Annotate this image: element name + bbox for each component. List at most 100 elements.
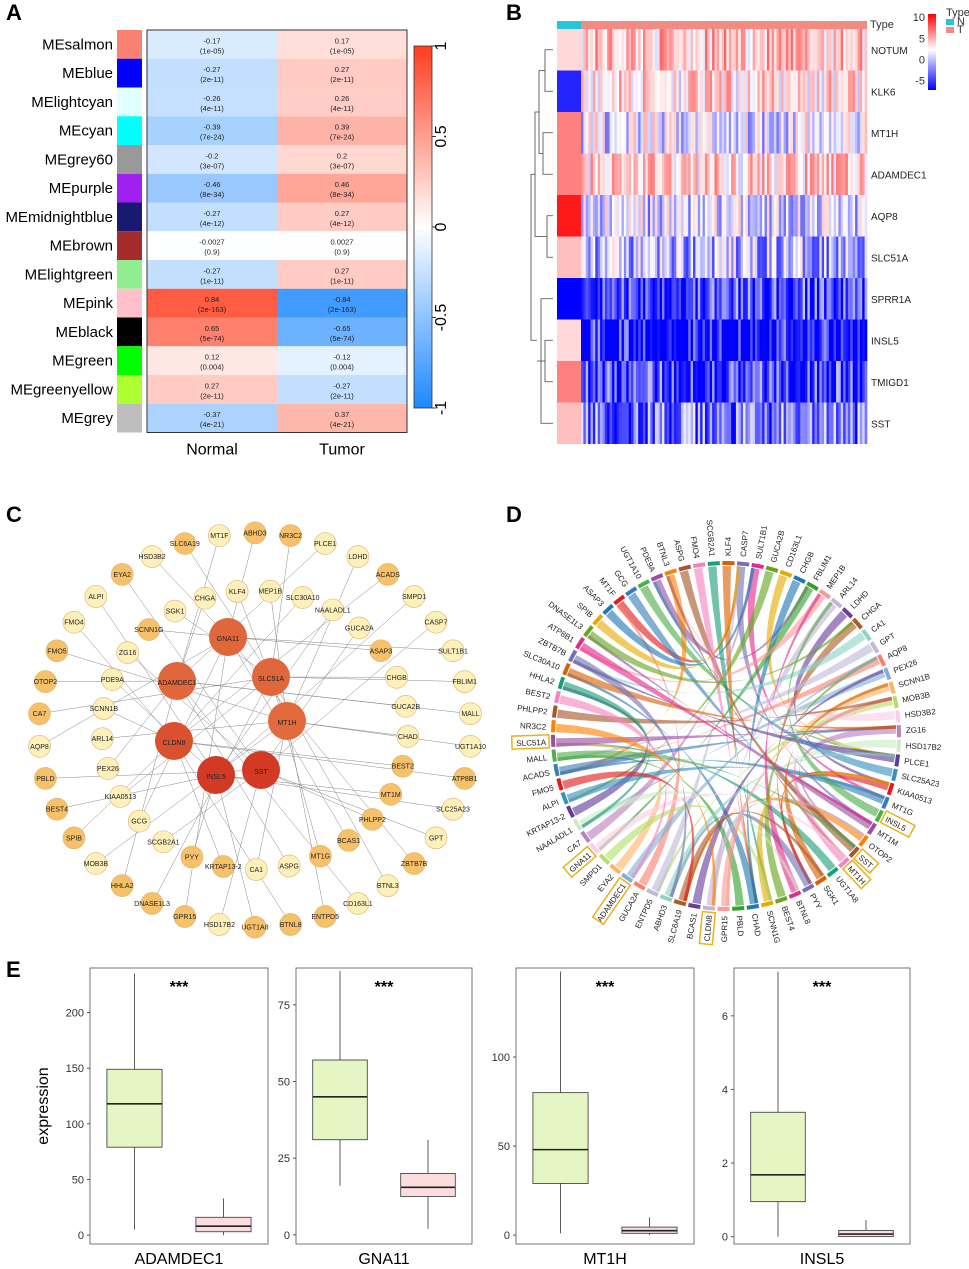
heatmap-cell [809, 112, 813, 154]
network-edge [260, 769, 373, 820]
heatmap-cell [824, 402, 827, 444]
network-edge [286, 720, 408, 737]
heatmap-cell [681, 70, 684, 112]
heatmap-cell [852, 402, 856, 444]
gene-label: AQP8 [871, 212, 898, 223]
chord-label: NR3C2 [520, 721, 547, 731]
heatmap-cell [771, 153, 775, 195]
box-tumor [195, 1216, 252, 1233]
heatmap-cell [759, 361, 763, 403]
heatmap-cell [802, 153, 806, 195]
heatmap-cell [595, 278, 598, 320]
chord-segment [841, 607, 854, 619]
heatmap-cell [681, 278, 684, 320]
chord-label: PLCE1 [904, 757, 931, 769]
network-edge [215, 774, 391, 795]
heatmap-cell [807, 153, 811, 195]
heatmap-cell [671, 402, 675, 444]
heatmap-cell [859, 319, 863, 361]
heatmap-cell [788, 70, 792, 112]
heatmap-cell [762, 29, 765, 71]
heatmap-cell [836, 195, 839, 237]
heatmap-cell [833, 29, 837, 71]
heatmap-cell [762, 402, 765, 444]
network-node-label: SLC30A10 [286, 595, 320, 602]
chord-label: SGK1 [821, 884, 841, 907]
heatmap-cell [790, 236, 794, 278]
heatmap-cell [585, 319, 589, 361]
chord-label: AQP8 [886, 643, 910, 661]
heatmap-cell [611, 112, 615, 154]
module-color-swatch [117, 116, 142, 145]
cell-correlation: 0.17 [335, 36, 350, 45]
heatmap-cell [764, 361, 768, 403]
heatmap-cell [712, 153, 715, 195]
network-node-label: BTNL8 [280, 922, 302, 929]
heatmap-cell [785, 361, 789, 403]
chord-label: CHGB [798, 550, 816, 575]
heatmap-cell [785, 278, 789, 320]
significance-label: *** [375, 979, 394, 996]
cell-correlation: 0.46 [335, 180, 350, 189]
network-node [402, 585, 426, 608]
heatmap-cell [750, 29, 753, 71]
heatmap-cell [821, 278, 825, 320]
heatmap-cell [764, 319, 768, 361]
heatmap-cell [638, 402, 641, 444]
heatmap-cell [800, 70, 803, 112]
heatmap-cell [726, 402, 730, 444]
heatmap-cell [650, 29, 653, 71]
heatmap-cell [602, 278, 606, 320]
heatmap-cell [633, 153, 637, 195]
heatmap-cell [800, 402, 803, 444]
heatmap-cell [600, 236, 603, 278]
heatmap-cell [673, 319, 677, 361]
heatmap-cell [652, 402, 656, 444]
module-label: MEblue [62, 65, 113, 82]
heatmap-cell [855, 153, 858, 195]
network-node [140, 545, 164, 568]
heatmap-cell [709, 195, 713, 237]
heatmap-cell [697, 29, 701, 71]
heatmap-cell [833, 153, 837, 195]
colorbar-tick-label: 1 [433, 41, 450, 50]
heatmap-cell [614, 153, 618, 195]
y-tick-label: 0 [722, 1232, 728, 1244]
heatmap-cell [690, 70, 694, 112]
heatmap-cell [719, 195, 722, 237]
heatmap-cell [621, 278, 625, 320]
heatmap-cell [814, 29, 818, 71]
module-color-swatch [117, 145, 142, 174]
heatmap-cell [816, 195, 820, 237]
heatmap-cell [616, 278, 620, 320]
heatmap-cell [695, 29, 699, 71]
heatmap-cell [757, 153, 761, 195]
chord-segment [580, 830, 591, 843]
heatmap-cell [604, 195, 608, 237]
network-node-label: OTOP2 [34, 679, 58, 686]
network-node-label: GPT [429, 835, 444, 842]
heatmap-cell [843, 278, 846, 320]
heatmap-cell [581, 29, 584, 71]
type-legend-label: N [957, 16, 965, 28]
heatmap-cell [845, 29, 849, 71]
heatmap-cell [619, 319, 622, 361]
cell-pvalue: (1e-11) [330, 276, 354, 285]
heatmap-cell [721, 195, 725, 237]
heatmap-cell [595, 153, 598, 195]
heatmap-cell [843, 153, 846, 195]
heatmap-cell [788, 112, 792, 154]
network-node [45, 639, 69, 663]
cell-pvalue: (4e-12) [200, 219, 225, 228]
heatmap-cell [771, 70, 775, 112]
heatmap-cell [654, 195, 658, 237]
heatmap-cell [769, 29, 772, 71]
heatmap-cell [809, 236, 813, 278]
heatmap-cell [816, 278, 820, 320]
heatmap-cell [743, 153, 746, 195]
heatmap-cell [700, 153, 703, 195]
heatmap-cell [645, 29, 649, 71]
chord-segment [779, 569, 793, 578]
heatmap-cell [707, 29, 710, 71]
chord-label: SULT1B1 [754, 524, 769, 560]
